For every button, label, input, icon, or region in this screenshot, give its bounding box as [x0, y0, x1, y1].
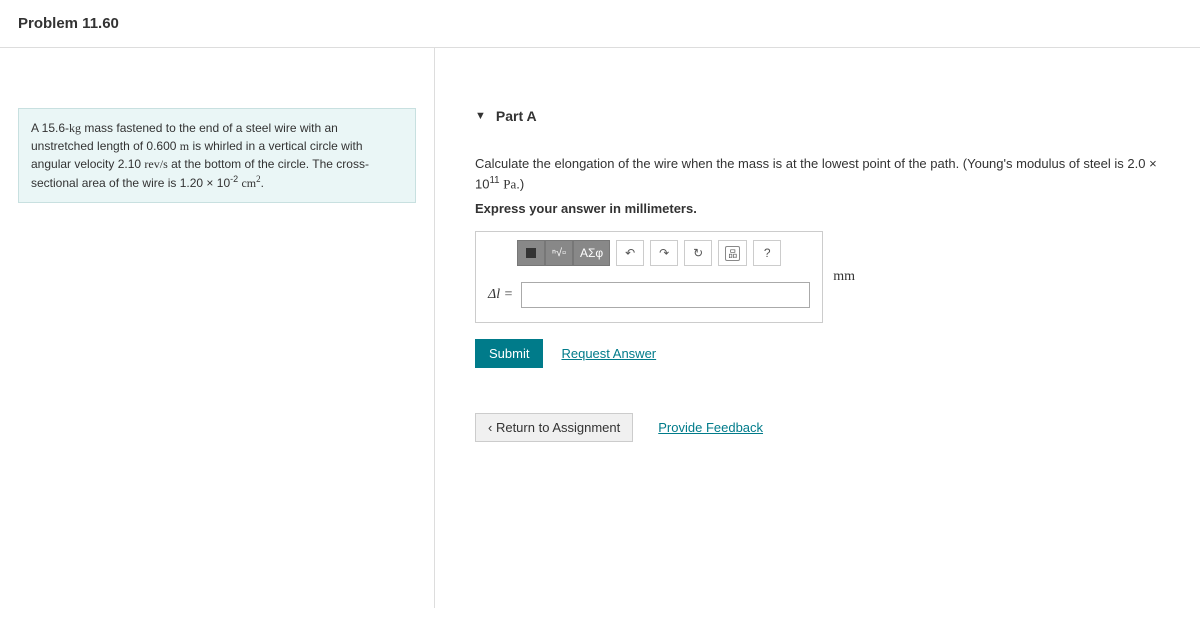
return-button[interactable]: ‹ Return to Assignment	[475, 413, 633, 442]
redo-icon: ↷	[659, 246, 669, 260]
part-header: ▼ Part A	[475, 108, 1170, 124]
provide-feedback-link[interactable]: Provide Feedback	[658, 420, 763, 435]
problem-title: Problem 11.60	[18, 15, 1182, 32]
problem-statement-column: A 15.6-kg mass fastened to the end of a …	[0, 48, 435, 608]
reset-icon: ↻	[693, 246, 703, 260]
main-content: A 15.6-kg mass fastened to the end of a …	[0, 48, 1200, 608]
answer-input[interactable]	[521, 282, 810, 308]
submit-button[interactable]: Submit	[475, 339, 543, 368]
templates-button[interactable]: ⁿ√▫	[545, 240, 573, 266]
format-icon	[526, 248, 536, 258]
help-button[interactable]: ?	[753, 240, 781, 266]
request-answer-link[interactable]: Request Answer	[561, 346, 656, 361]
format-button[interactable]	[517, 240, 545, 266]
equation-toolbar: ⁿ√▫ ΑΣφ ↶ ↷ ↻ 品 ?	[476, 232, 822, 274]
sqrt-icon: ⁿ√▫	[552, 247, 566, 259]
return-label: Return to Assignment	[496, 420, 620, 435]
answer-actions: Submit Request Answer	[475, 339, 1170, 368]
problem-statement: A 15.6-kg mass fastened to the end of a …	[18, 108, 416, 203]
answer-column: ▼ Part A Calculate the elongation of the…	[435, 48, 1200, 608]
keyboard-icon: 品	[725, 246, 740, 261]
redo-button[interactable]: ↷	[650, 240, 678, 266]
collapse-caret-icon[interactable]: ▼	[475, 110, 486, 122]
chevron-left-icon: ‹	[488, 420, 496, 435]
variable-label: Δl =	[488, 287, 513, 303]
tool-group-math: ⁿ√▫ ΑΣφ	[517, 240, 610, 266]
keyboard-button[interactable]: 品	[718, 240, 747, 266]
problem-header: Problem 11.60	[0, 0, 1200, 48]
undo-button[interactable]: ↶	[616, 240, 644, 266]
reset-button[interactable]: ↻	[684, 240, 712, 266]
unit-label: mm	[833, 269, 855, 285]
part-label: Part A	[496, 108, 537, 124]
answer-input-row: Δl =	[476, 274, 822, 322]
symbols-button[interactable]: ΑΣφ	[573, 240, 610, 266]
footer-actions: ‹ Return to Assignment Provide Feedback	[475, 413, 1170, 442]
part-instruction: Calculate the elongation of the wire whe…	[475, 154, 1170, 193]
answer-area: ⁿ√▫ ΑΣφ ↶ ↷ ↻ 品 ? Δl =	[475, 231, 823, 323]
undo-icon: ↶	[625, 246, 635, 260]
part-sub-instruction: Express your answer in millimeters.	[475, 201, 1170, 216]
